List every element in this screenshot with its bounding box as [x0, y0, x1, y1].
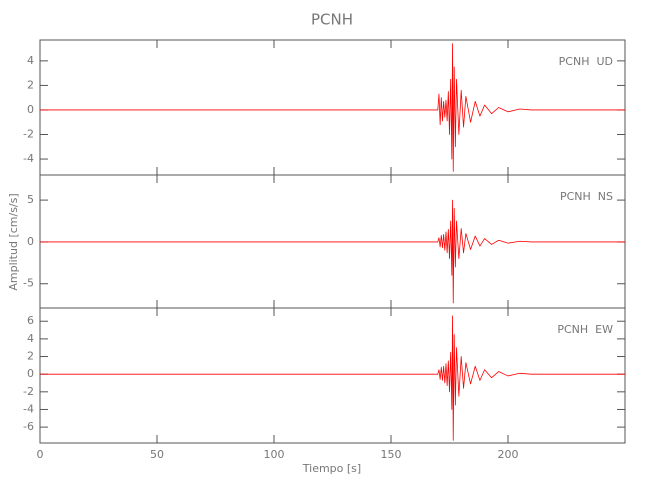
- panel-label: PCNH NS: [560, 190, 613, 203]
- x-tick-label: 100: [264, 448, 285, 461]
- x-tick-label: 50: [150, 448, 164, 461]
- y-tick-label: 4: [27, 54, 34, 67]
- y-tick-label: -4: [23, 152, 34, 165]
- y-tick-label: 0: [27, 235, 34, 248]
- y-axis-label: Amplitud [cm/s/s]: [7, 193, 20, 290]
- x-tick-label: 0: [37, 448, 44, 461]
- x-axis-label: Tiempo [s]: [302, 462, 361, 475]
- y-tick-label: -5: [23, 277, 34, 290]
- x-tick-label: 200: [498, 448, 519, 461]
- y-tick-label: -6: [23, 420, 34, 433]
- panel-frame: [39, 307, 626, 444]
- waveform: [40, 315, 625, 441]
- y-tick-label: 0: [27, 367, 34, 380]
- waveform: [40, 43, 625, 172]
- y-tick-label: 5: [27, 193, 34, 206]
- panel-frame: [39, 174, 626, 309]
- y-tick-label: 2: [27, 350, 34, 363]
- y-tick-label: -2: [23, 385, 34, 398]
- y-tick-label: 0: [27, 103, 34, 116]
- panel-label: PCNH EW: [557, 323, 613, 336]
- chart-title: PCNH: [311, 11, 353, 29]
- y-tick-label: 2: [27, 78, 34, 91]
- y-tick-label: 4: [27, 332, 34, 345]
- waveform: [40, 199, 625, 304]
- x-tick-label: 150: [381, 448, 402, 461]
- y-tick-label: 6: [27, 314, 34, 327]
- y-tick-label: -2: [23, 128, 34, 141]
- y-tick-label: -4: [23, 402, 34, 415]
- panel-label: PCNH UD: [559, 55, 613, 68]
- panel-frame: [39, 39, 626, 176]
